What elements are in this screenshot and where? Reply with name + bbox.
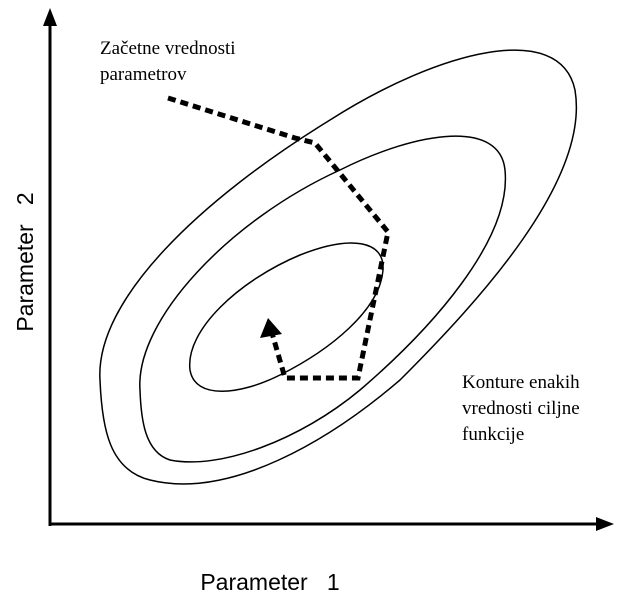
path-arrowhead: [260, 318, 282, 338]
contour-annotation: funkcije: [462, 424, 524, 445]
y-axis-arrow: [43, 8, 57, 26]
x-axis-arrow: [596, 517, 614, 531]
contour-annotation: vrednosti ciljne: [462, 398, 580, 419]
contour-annotation: Konture enakih: [462, 372, 580, 393]
inner-contour: [189, 242, 384, 392]
x-axis-label: Parameter 1: [200, 569, 339, 595]
middle-contour: [139, 135, 507, 463]
optimization-path: [167, 95, 391, 381]
outer-contour: [99, 49, 578, 485]
start-annotation: parametrov: [100, 64, 187, 85]
start-annotation: Začetne vrednosti: [100, 38, 236, 59]
y-axis-label: Parameter 2: [12, 192, 38, 331]
